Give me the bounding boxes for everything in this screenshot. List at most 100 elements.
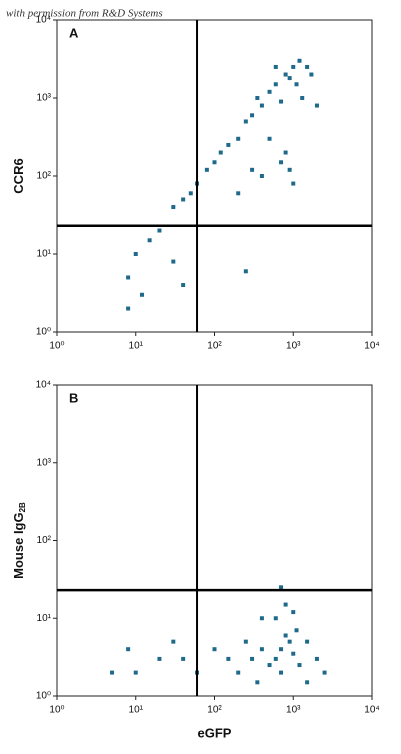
event-dot (204, 167, 209, 172)
event-dot (126, 275, 131, 280)
y-tick-label: 10⁴ (36, 15, 51, 26)
event-dot (291, 64, 296, 69)
event-dot (157, 656, 162, 661)
event-dot (267, 136, 272, 141)
y-axis-label: Mouse IgG2B (11, 502, 27, 579)
event-dot (133, 670, 138, 675)
event-dot (273, 656, 278, 661)
event-dot (273, 82, 278, 87)
event-dot (212, 160, 217, 165)
event-dot (287, 76, 292, 81)
event-dot (283, 633, 288, 638)
y-tick-label: 10¹ (37, 249, 52, 260)
watermark: with permission from R&D Systems (6, 8, 163, 20)
x-tick-label: 10⁰ (49, 341, 64, 352)
event-dot (171, 639, 176, 644)
event-dot (147, 238, 152, 243)
event-dot (283, 72, 288, 77)
y-tick-label: 10³ (37, 93, 52, 104)
event-dot (314, 656, 319, 661)
event-dot (273, 64, 278, 69)
event-dot (279, 647, 284, 652)
event-dot (212, 647, 217, 652)
event-dot (126, 647, 131, 652)
event-dot (287, 167, 292, 172)
event-dot (309, 72, 314, 77)
event-dot (297, 663, 302, 668)
event-dot (283, 150, 288, 155)
event-dot (126, 306, 131, 311)
event-dot (314, 103, 319, 108)
y-tick-label: 10¹ (37, 613, 52, 624)
event-dot (139, 292, 144, 297)
event-dot (110, 670, 115, 675)
event-dot (279, 99, 284, 104)
event-dot (250, 656, 255, 661)
event-dot (279, 585, 284, 590)
event-dot (294, 82, 299, 87)
event-dot (236, 136, 241, 141)
event-dot (259, 616, 264, 621)
event-dot (322, 670, 327, 675)
event-dot (283, 602, 288, 607)
x-axis-label: eGFP (198, 725, 232, 740)
panel-label: B (69, 390, 78, 405)
y-tick-label: 10² (37, 171, 52, 182)
event-dot (133, 252, 138, 256)
panel-label: A (69, 25, 79, 40)
event-dot (243, 119, 248, 124)
x-tick-label: 10² (207, 341, 222, 352)
event-dot (250, 113, 255, 118)
event-dot (243, 639, 248, 644)
x-tick-label: 10¹ (129, 705, 144, 716)
event-dot (259, 647, 264, 652)
plot-frame (56, 19, 373, 333)
x-tick-label: 10⁴ (364, 341, 379, 352)
event-dot (255, 96, 260, 100)
event-dot (181, 283, 186, 288)
y-tick-label: 10² (37, 535, 52, 546)
y-tick-label: 10⁰ (36, 327, 51, 338)
event-dot (243, 269, 248, 274)
event-dot (300, 96, 305, 100)
event-dot (291, 610, 296, 615)
event-dot (226, 142, 231, 147)
event-dot (291, 181, 296, 186)
event-dot (267, 663, 272, 668)
event-dot (305, 64, 310, 69)
event-dot (259, 174, 264, 178)
event-dot (294, 628, 299, 633)
event-dot (171, 259, 176, 264)
event-dot (255, 680, 260, 685)
y-tick-label: 10⁰ (36, 691, 51, 702)
y-axis-label-text: CCR6 (11, 158, 26, 193)
event-dot (181, 656, 186, 661)
event-dot (250, 167, 255, 172)
y-axis-label-sub: 2B (18, 502, 27, 512)
x-tick-label: 10³ (286, 705, 301, 716)
event-dot (297, 58, 302, 63)
event-dot (305, 680, 310, 685)
x-tick-label: 10¹ (129, 341, 144, 352)
y-tick-label: 10³ (37, 457, 52, 468)
event-dot (236, 670, 241, 675)
event-dot (279, 160, 284, 165)
event-dot (259, 103, 264, 108)
event-dot (236, 191, 241, 196)
event-dot (226, 656, 231, 661)
y-axis-label: CCR6 (11, 158, 26, 193)
event-dot (218, 150, 223, 155)
event-dot (279, 670, 284, 675)
event-dot (157, 228, 162, 233)
event-dot (188, 191, 193, 196)
event-dot (305, 639, 310, 644)
y-axis-label-text: Mouse IgG (11, 512, 26, 578)
y-tick-label: 10⁴ (36, 380, 51, 391)
event-dot (291, 651, 296, 656)
event-dot (267, 89, 272, 94)
event-dot (171, 205, 176, 210)
event-dot (287, 639, 292, 644)
x-tick-label: 10³ (286, 341, 301, 352)
event-dot (181, 197, 186, 202)
